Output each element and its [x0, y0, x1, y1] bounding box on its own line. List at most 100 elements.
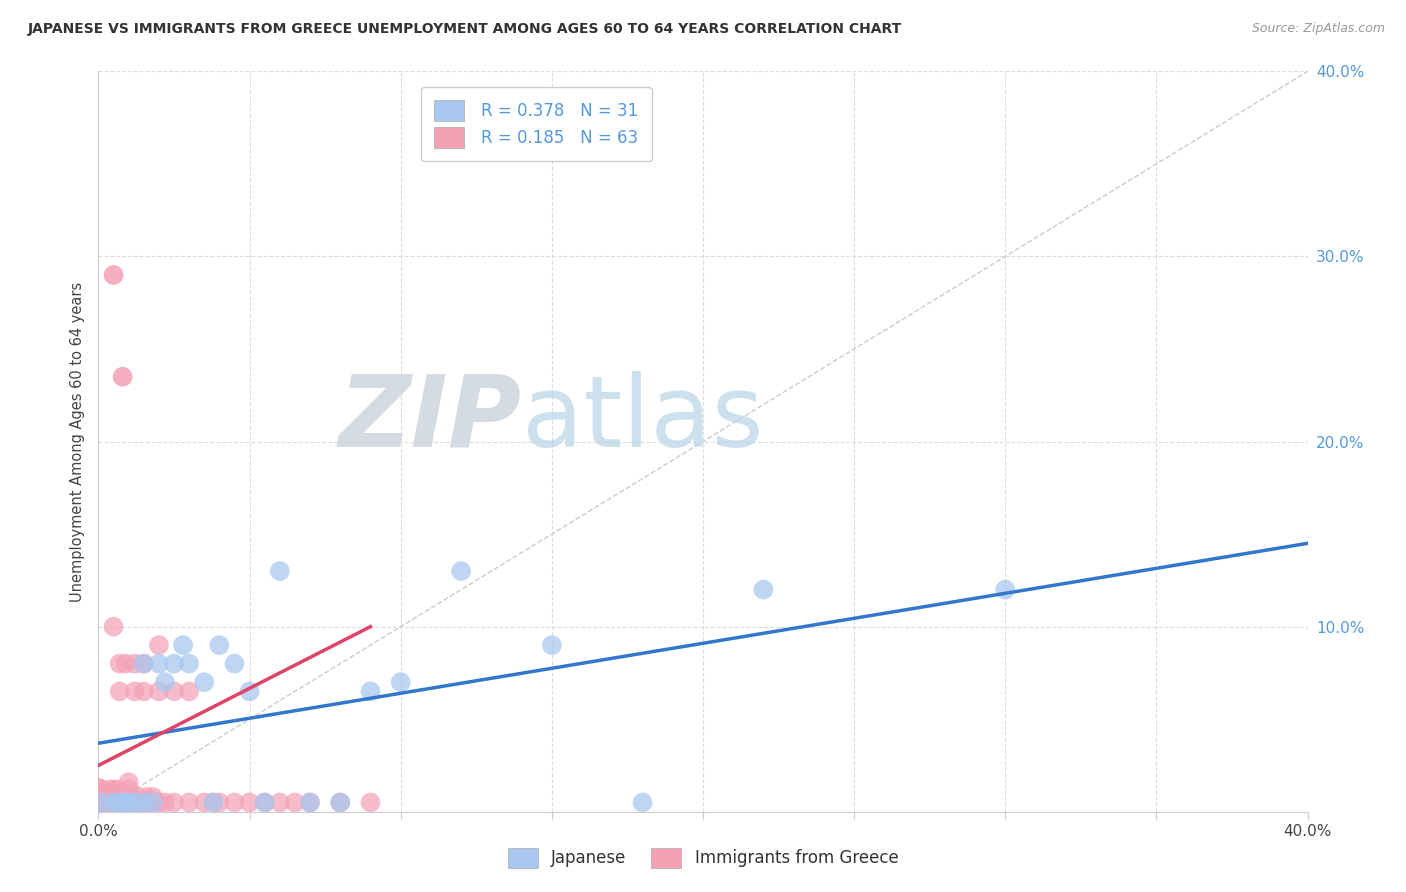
- Point: [105, 796, 128, 810]
- Point: [148, 796, 170, 810]
- Point: [994, 582, 1017, 597]
- Point: [127, 796, 149, 810]
- Point: [135, 796, 157, 810]
- Point: [108, 684, 131, 698]
- Point: [108, 796, 131, 810]
- Point: [329, 796, 352, 810]
- Point: [269, 564, 291, 578]
- Point: [124, 657, 146, 671]
- Point: [202, 796, 225, 810]
- Point: [132, 657, 155, 671]
- Point: [118, 796, 141, 810]
- Point: [208, 796, 231, 810]
- Point: [103, 782, 125, 797]
- Point: [90, 796, 112, 810]
- Point: [135, 789, 157, 804]
- Point: [96, 789, 118, 804]
- Point: [118, 789, 141, 804]
- Point: [87, 786, 110, 800]
- Point: [631, 796, 654, 810]
- Point: [284, 796, 307, 810]
- Point: [224, 796, 246, 810]
- Point: [239, 796, 262, 810]
- Point: [163, 796, 186, 810]
- Point: [90, 796, 112, 810]
- Point: [179, 796, 201, 810]
- Point: [148, 684, 170, 698]
- Legend: Japanese, Immigrants from Greece: Japanese, Immigrants from Greece: [501, 841, 905, 875]
- Point: [208, 638, 231, 652]
- Point: [193, 796, 215, 810]
- Point: [103, 796, 125, 810]
- Legend: R = 0.378   N = 31, R = 0.185   N = 63: R = 0.378 N = 31, R = 0.185 N = 63: [422, 87, 652, 161]
- Point: [269, 796, 291, 810]
- Point: [118, 782, 141, 797]
- Point: [87, 789, 110, 804]
- Point: [118, 775, 141, 789]
- Point: [93, 789, 115, 804]
- Point: [132, 796, 155, 810]
- Point: [153, 675, 176, 690]
- Point: [103, 789, 125, 804]
- Point: [148, 657, 170, 671]
- Point: [103, 619, 125, 633]
- Point: [389, 675, 412, 690]
- Y-axis label: Unemployment Among Ages 60 to 64 years: Unemployment Among Ages 60 to 64 years: [70, 281, 86, 602]
- Point: [103, 796, 125, 810]
- Point: [224, 657, 246, 671]
- Text: atlas: atlas: [522, 371, 763, 467]
- Point: [108, 796, 131, 810]
- Point: [124, 796, 146, 810]
- Point: [142, 789, 165, 804]
- Point: [87, 780, 110, 795]
- Point: [103, 268, 125, 282]
- Point: [111, 796, 134, 810]
- Point: [253, 796, 276, 810]
- Point: [108, 657, 131, 671]
- Point: [202, 796, 225, 810]
- Point: [90, 782, 112, 797]
- Point: [179, 684, 201, 698]
- Point: [179, 657, 201, 671]
- Point: [127, 789, 149, 804]
- Text: Source: ZipAtlas.com: Source: ZipAtlas.com: [1251, 22, 1385, 36]
- Point: [450, 564, 472, 578]
- Point: [148, 638, 170, 652]
- Point: [93, 796, 115, 810]
- Point: [299, 796, 322, 810]
- Point: [142, 796, 165, 810]
- Point: [253, 796, 276, 810]
- Point: [118, 796, 141, 810]
- Point: [163, 684, 186, 698]
- Point: [752, 582, 775, 597]
- Point: [114, 796, 136, 810]
- Point: [163, 657, 186, 671]
- Point: [153, 796, 176, 810]
- Point: [124, 684, 146, 698]
- Point: [100, 782, 122, 797]
- Point: [105, 789, 128, 804]
- Point: [111, 789, 134, 804]
- Text: ZIP: ZIP: [339, 371, 522, 467]
- Point: [100, 796, 122, 810]
- Point: [299, 796, 322, 810]
- Point: [142, 796, 165, 810]
- Point: [111, 796, 134, 810]
- Point: [193, 675, 215, 690]
- Point: [111, 369, 134, 384]
- Point: [360, 796, 382, 810]
- Point: [87, 796, 110, 810]
- Point: [239, 684, 262, 698]
- Point: [114, 657, 136, 671]
- Point: [105, 782, 128, 797]
- Point: [172, 638, 194, 652]
- Point: [132, 684, 155, 698]
- Point: [96, 796, 118, 810]
- Point: [132, 796, 155, 810]
- Point: [90, 789, 112, 804]
- Point: [360, 684, 382, 698]
- Text: JAPANESE VS IMMIGRANTS FROM GREECE UNEMPLOYMENT AMONG AGES 60 TO 64 YEARS CORREL: JAPANESE VS IMMIGRANTS FROM GREECE UNEMP…: [28, 22, 903, 37]
- Point: [100, 789, 122, 804]
- Point: [329, 796, 352, 810]
- Point: [114, 796, 136, 810]
